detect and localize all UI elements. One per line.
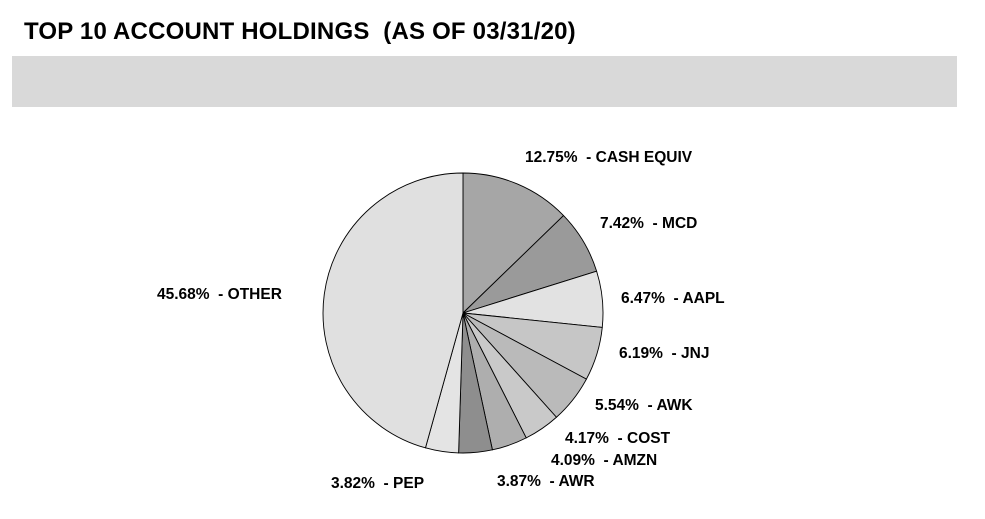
slice-label-other: 45.68% - OTHER xyxy=(157,286,282,303)
pie-labels: 12.75% - CASH EQUIV 7.42% - MCD 6.47% - AA… xyxy=(157,149,725,492)
page-title: TOP 10 ACCOUNT HOLDINGS (AS OF 03/31/20) xyxy=(24,18,576,45)
slice-label-pep: 3.82% - PEP xyxy=(331,475,424,492)
slice-label-awk: 5.54% - AWK xyxy=(595,397,693,414)
slice-label-awr: 3.87% - AWR xyxy=(497,473,595,490)
pie-slices xyxy=(322,172,604,454)
slice-label-jnj: 6.19% - JNJ xyxy=(619,345,709,362)
slice-label-aapl: 6.47% - AAPL xyxy=(621,290,725,307)
slice-label-mcd: 7.42% - MCD xyxy=(600,215,697,232)
header-band xyxy=(12,56,957,107)
slice-label-cost: 4.17% - COST xyxy=(565,430,671,447)
pie-slice-other xyxy=(322,172,464,449)
pie-slice-cash-equiv xyxy=(462,172,564,314)
slice-label-cash-equiv: 12.75% - CASH EQUIV xyxy=(525,149,693,166)
slice-label-amzn: 4.09% - AMZN xyxy=(551,452,657,469)
